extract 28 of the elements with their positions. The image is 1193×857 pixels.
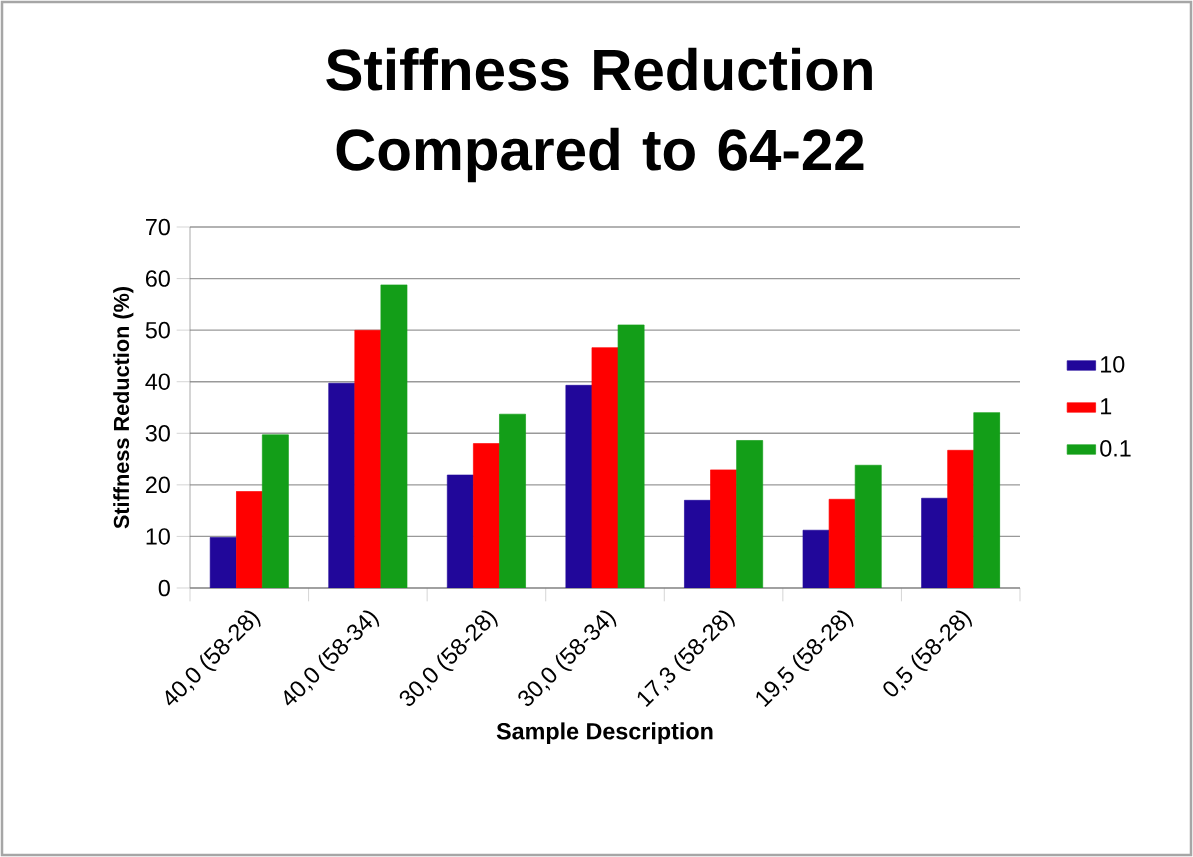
bar — [973, 412, 1001, 588]
y-tick-label: 70 — [146, 218, 170, 236]
y-tick-label: 10 — [146, 528, 170, 545]
bar — [710, 469, 737, 588]
bar — [736, 440, 764, 588]
bar — [854, 464, 882, 588]
bar — [499, 413, 526, 588]
bar — [261, 434, 289, 588]
y-tick-label: 40 — [145, 373, 170, 390]
y-tick-label: 60 — [146, 270, 170, 287]
y-tick-label: 0 — [158, 579, 170, 597]
bar — [235, 491, 263, 588]
legend-label: 10 — [1101, 356, 1125, 373]
bar — [591, 347, 619, 588]
chart-title: Stiffness Reduction Compared to 64-22 — [326, 47, 872, 183]
y-tick-label: 50 — [145, 321, 170, 339]
legend-label: 1 — [1101, 398, 1112, 415]
bar — [354, 329, 382, 588]
bar — [828, 498, 856, 588]
bar — [380, 284, 408, 588]
x-axis-title: Sample Description — [496, 722, 713, 745]
y-tick-label: 20 — [146, 476, 170, 494]
bar — [617, 324, 645, 588]
y-axis-title: Stiffness Reduction (%) — [113, 287, 134, 529]
y-tick-label: 30 — [145, 425, 170, 442]
legend-label: 0.1 — [1100, 440, 1131, 457]
bar — [473, 443, 500, 588]
bar — [947, 449, 975, 588]
